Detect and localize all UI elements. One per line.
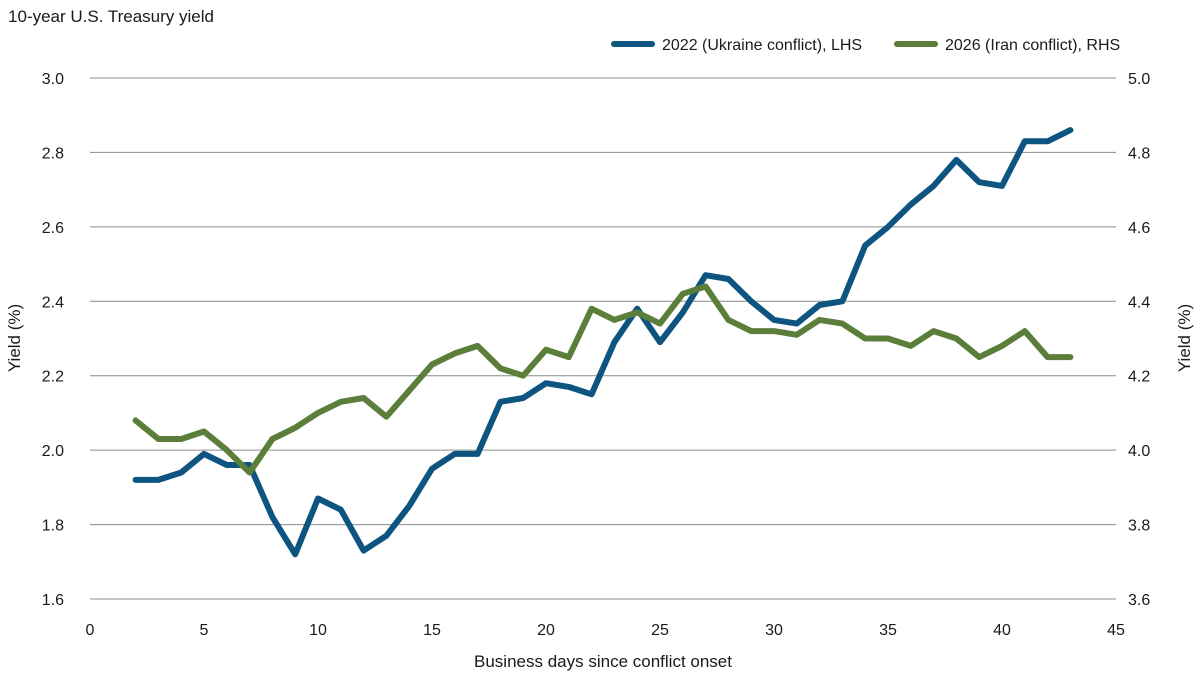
series-line-ukraine-2022 [132, 127, 1074, 558]
tick-labels: 1.6 1.8 2.0 2.2 2.4 2.6 2.8 3.0 3.6 3.8 4.0 4.2 4.4 4… [42, 71, 1151, 639]
legend-label-iran-2026: 2026 (Iran conflict), RHS [945, 37, 1120, 54]
y-tick-right-4.6: 4.6 [1128, 220, 1150, 237]
y-tick-right-4.0: 4.0 [1128, 443, 1150, 460]
x-tick-45: 45 [1107, 622, 1125, 639]
y-tick-left-1.6: 1.6 [42, 592, 64, 609]
y-tick-left-3.0: 3.0 [42, 71, 64, 88]
x-tick-15: 15 [423, 622, 441, 639]
x-tick-10: 10 [309, 622, 327, 639]
y-tick-left-2.2: 2.2 [42, 369, 64, 386]
y-axis-title-left: Yield (%) [5, 304, 24, 372]
y-tick-right-4.2: 4.2 [1128, 369, 1150, 386]
y-tick-left-2.0: 2.0 [42, 443, 64, 460]
series-line-iran-2026 [132, 283, 1074, 476]
y-tick-left-2.4: 2.4 [42, 294, 64, 311]
series-lines [132, 127, 1074, 558]
x-tick-5: 5 [200, 622, 209, 639]
x-tick-35: 35 [879, 622, 897, 639]
x-tick-0: 0 [86, 622, 95, 639]
y-tick-right-3.6: 3.6 [1128, 592, 1150, 609]
x-tick-25: 25 [651, 622, 669, 639]
x-tick-20: 20 [537, 622, 555, 639]
y-axis-title-right: Yield (%) [1175, 304, 1194, 372]
y-tick-right-5.0: 5.0 [1128, 71, 1150, 88]
y-tick-left-2.8: 2.8 [42, 145, 64, 162]
gridlines [90, 77, 1116, 600]
x-axis-title: Business days since conflict onset [474, 652, 732, 671]
chart-title: 10-year U.S. Treasury yield [8, 7, 214, 26]
y-tick-right-3.8: 3.8 [1128, 518, 1150, 535]
x-tick-30: 30 [765, 622, 783, 639]
legend: 2022 (Ukraine conflict), LHS 2026 (Iran … [611, 37, 1120, 54]
legend-label-ukraine-2022: 2022 (Ukraine conflict), LHS [662, 37, 862, 54]
y-tick-right-4.8: 4.8 [1128, 145, 1150, 162]
x-tick-40: 40 [993, 622, 1011, 639]
y-tick-left-1.8: 1.8 [42, 518, 64, 535]
y-tick-left-2.6: 2.6 [42, 220, 64, 237]
y-tick-right-4.4: 4.4 [1128, 294, 1150, 311]
